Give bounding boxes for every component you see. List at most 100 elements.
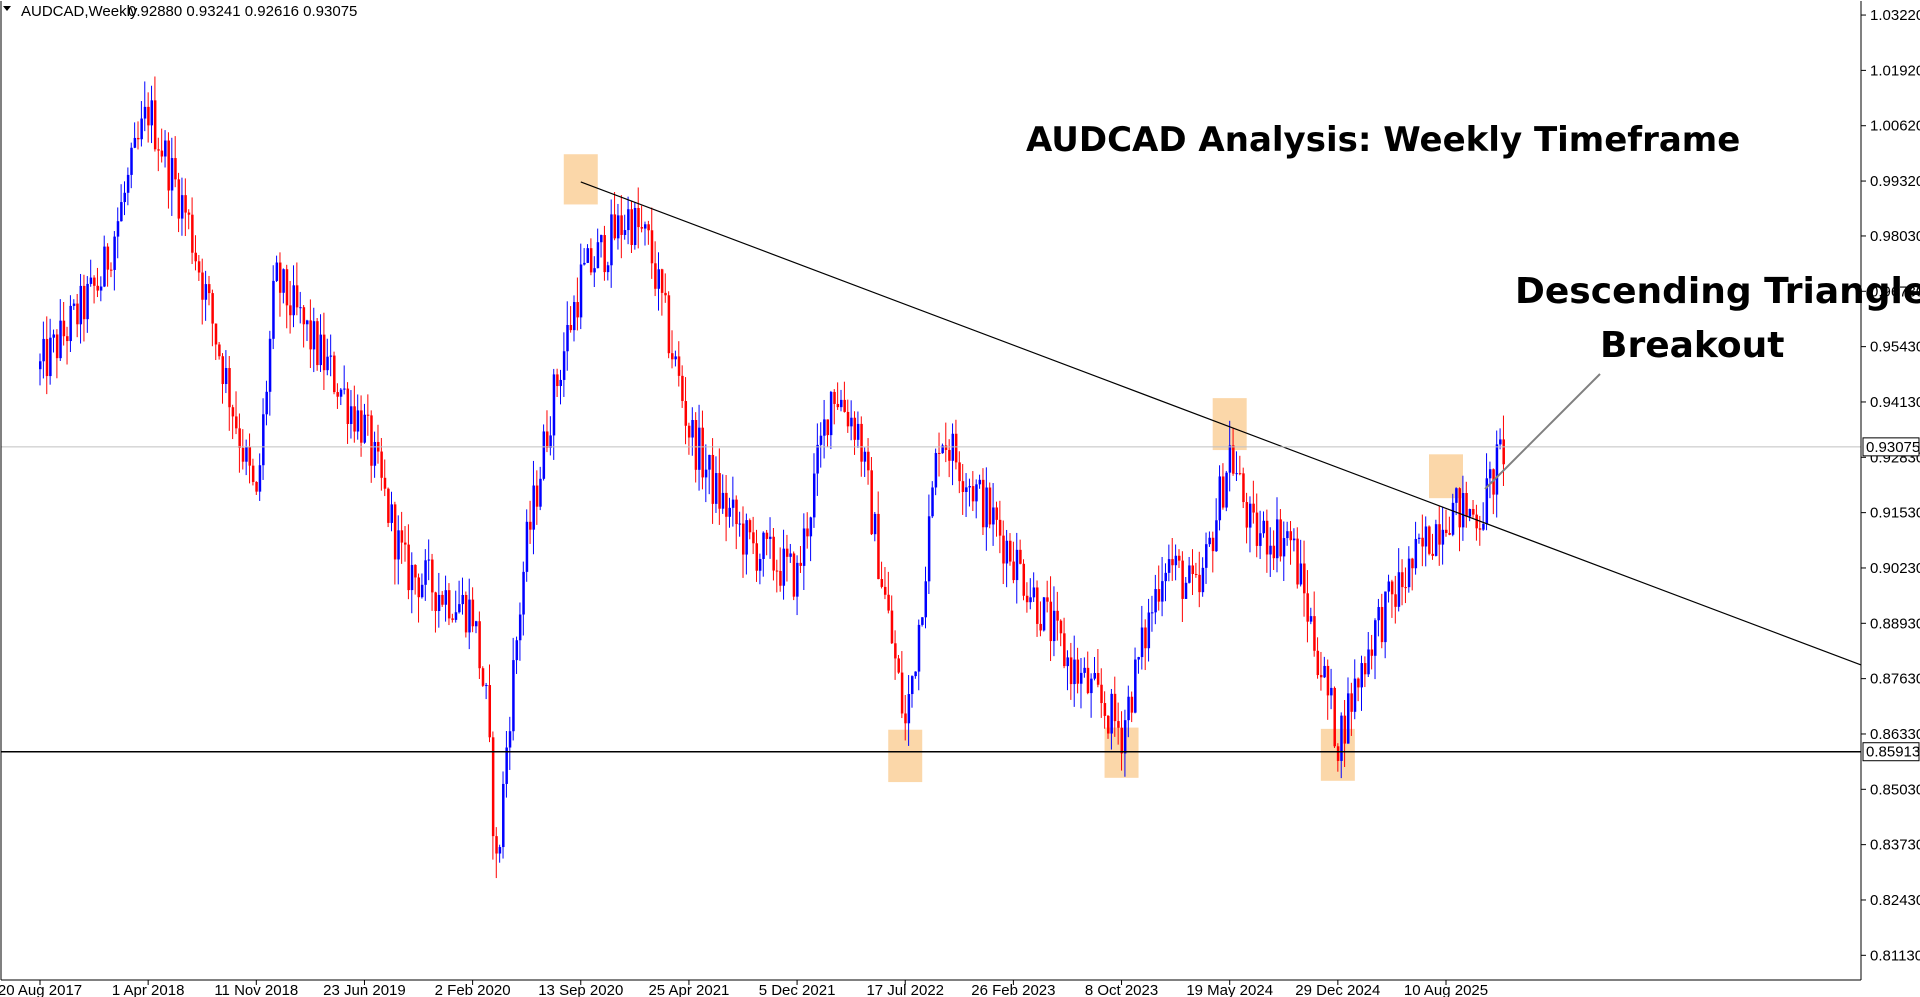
candle-body [904,713,907,724]
candle-body [1120,727,1124,754]
candle-body [775,570,779,572]
candle-body [596,242,600,269]
candle-body [512,660,515,732]
candle-body [1492,469,1495,495]
candle-body [539,478,542,507]
candle-body [799,562,802,566]
pattern-label-line2: Breakout [1600,325,1784,366]
candle-body [306,320,309,325]
candle-body [1502,439,1505,465]
candle-body [1380,607,1384,643]
candle-body [1394,594,1397,607]
candle-body [589,248,593,273]
candle-body [1279,519,1282,557]
candle-body [1461,493,1465,528]
candle-body [427,559,431,561]
candle-body [346,388,350,424]
candle-body [1245,502,1249,528]
candle-body [840,399,843,408]
candle-body [633,207,637,246]
candle-body [779,570,782,586]
candle-body [133,137,137,148]
candle-body [674,356,677,360]
candle-body [1309,616,1313,622]
candle-body [292,285,295,316]
candle-body [329,355,333,357]
candle-body [1093,672,1096,679]
candle-body [1242,473,1245,503]
candle-body [1485,478,1489,524]
symbol-dropdown-icon[interactable] [3,6,11,11]
candle-body [1238,473,1242,475]
candle-body [1063,633,1066,667]
candle-body [826,419,829,436]
candle-body [1150,612,1154,614]
candle-body [667,295,671,354]
candle-body [42,338,45,362]
candle-body [285,269,289,306]
candle-body [333,355,336,393]
x-tick-label: 1 Apr 2018 [112,982,185,997]
candle-body [316,321,319,366]
candle-body [431,559,434,593]
current-price-tag-box [1862,437,1920,457]
candle-body [1336,746,1340,761]
candle-body [66,336,69,342]
candle-body [606,265,610,273]
candle-body [1171,559,1174,566]
candle-body [620,215,623,235]
candle-body [62,320,66,337]
candle-body [671,353,674,360]
candle-body [1005,540,1009,564]
candle-body [934,452,938,488]
candle-body [887,594,890,611]
candle-body [1096,672,1100,685]
descending-trendline[interactable] [580,181,1862,666]
candle-body [272,280,275,339]
candle-body [282,269,285,293]
candle-body [711,454,715,504]
candle-body [1404,587,1407,589]
candle-body [326,356,329,371]
candle-body [1417,537,1421,539]
candle-body [1421,537,1424,547]
candle-body [1201,567,1205,593]
candle-body [1414,538,1418,569]
x-tick-label: 20 Aug 2017 [0,982,82,997]
candle-body [1167,559,1171,573]
candle-body [833,391,836,404]
candle-body [623,230,627,235]
candle-body [657,269,661,289]
candle-body [1127,696,1130,721]
candle-body [843,399,846,412]
y-tick-label: 0.95430 [1870,339,1920,356]
candle-body [407,544,410,591]
candle-body [109,269,113,271]
candle-body [806,528,809,537]
candle-body [894,643,897,659]
candle-body [1228,445,1232,473]
candle-body [1184,582,1188,599]
candle-body [1282,538,1286,557]
candle-body [1306,593,1309,622]
candle-body [1316,650,1320,676]
candle-body [812,473,816,518]
candle-body [785,548,789,557]
x-tick-label: 17 Jul 2022 [866,982,944,997]
candle-body [944,445,948,450]
candle-body [1482,523,1485,530]
candle-body [728,507,731,517]
candle-body [106,246,110,270]
candle-body [856,423,860,440]
candle-body [535,485,539,507]
candle-body [1323,665,1326,678]
candle-body [1465,493,1468,517]
candle-body [177,179,181,219]
candle-body [1495,444,1499,495]
candle-body [1299,563,1303,585]
candle-body [1488,469,1492,479]
candle-body [610,214,613,266]
candlestick-series [39,76,1505,879]
candle-body [1012,561,1015,581]
